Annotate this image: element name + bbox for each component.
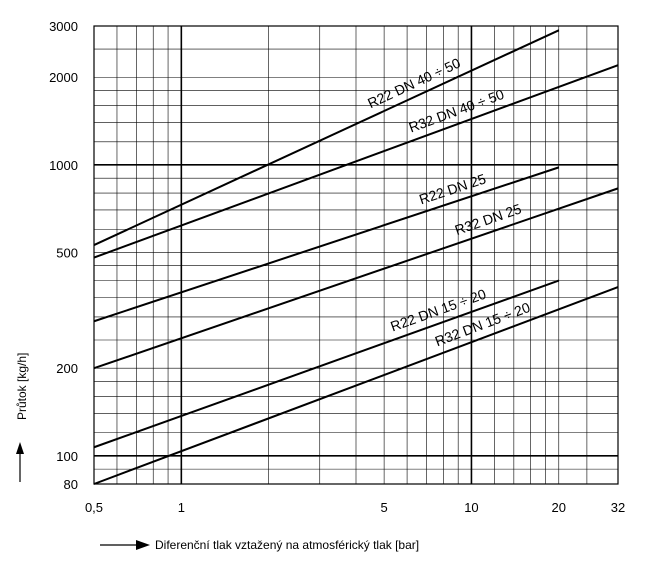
y-tick-label: 80: [64, 477, 78, 492]
y-tick-label: 3000: [49, 19, 78, 34]
y-tick-label: 100: [56, 449, 78, 464]
x-tick-label: 10: [464, 500, 478, 515]
y-tick-label: 2000: [49, 70, 78, 85]
x-axis-title-group: Diferenční tlak vztažený na atmosférický…: [100, 538, 419, 552]
grid: [94, 25, 619, 485]
x-tick-labels: 0,5 1 5 10 20 32: [85, 500, 625, 515]
y-axis-arrow-icon: [16, 442, 24, 454]
x-tick-label: 32: [611, 500, 625, 515]
y-tick-label: 1000: [49, 158, 78, 173]
series-line: [93, 29, 560, 246]
series-line: [93, 187, 619, 370]
x-tick-label: 0,5: [85, 500, 103, 515]
y-tick-label: 500: [56, 245, 78, 260]
series-line: [93, 279, 560, 449]
series-line: [93, 286, 619, 485]
series-line: [93, 166, 560, 323]
major-grid: [94, 26, 618, 484]
series-line: [93, 64, 619, 259]
x-axis-title: Diferenční tlak vztažený na atmosférický…: [155, 538, 419, 552]
y-tick-label: 200: [56, 361, 78, 376]
x-tick-label: 5: [380, 500, 387, 515]
y-axis-title-group: Průtok [kg/h]: [15, 353, 29, 482]
x-tick-label: 20: [552, 500, 566, 515]
series-label: R22 DN 40 ÷ 50: [365, 55, 463, 112]
series-lines: [93, 29, 619, 485]
y-tick-labels: 80 100 200 500 1000 2000 3000: [49, 19, 78, 492]
y-axis-title: Průtok [kg/h]: [15, 353, 29, 420]
x-axis-arrow-icon: [136, 540, 150, 550]
x-tick-label: 1: [178, 500, 185, 515]
plot-frame: [93, 25, 619, 485]
